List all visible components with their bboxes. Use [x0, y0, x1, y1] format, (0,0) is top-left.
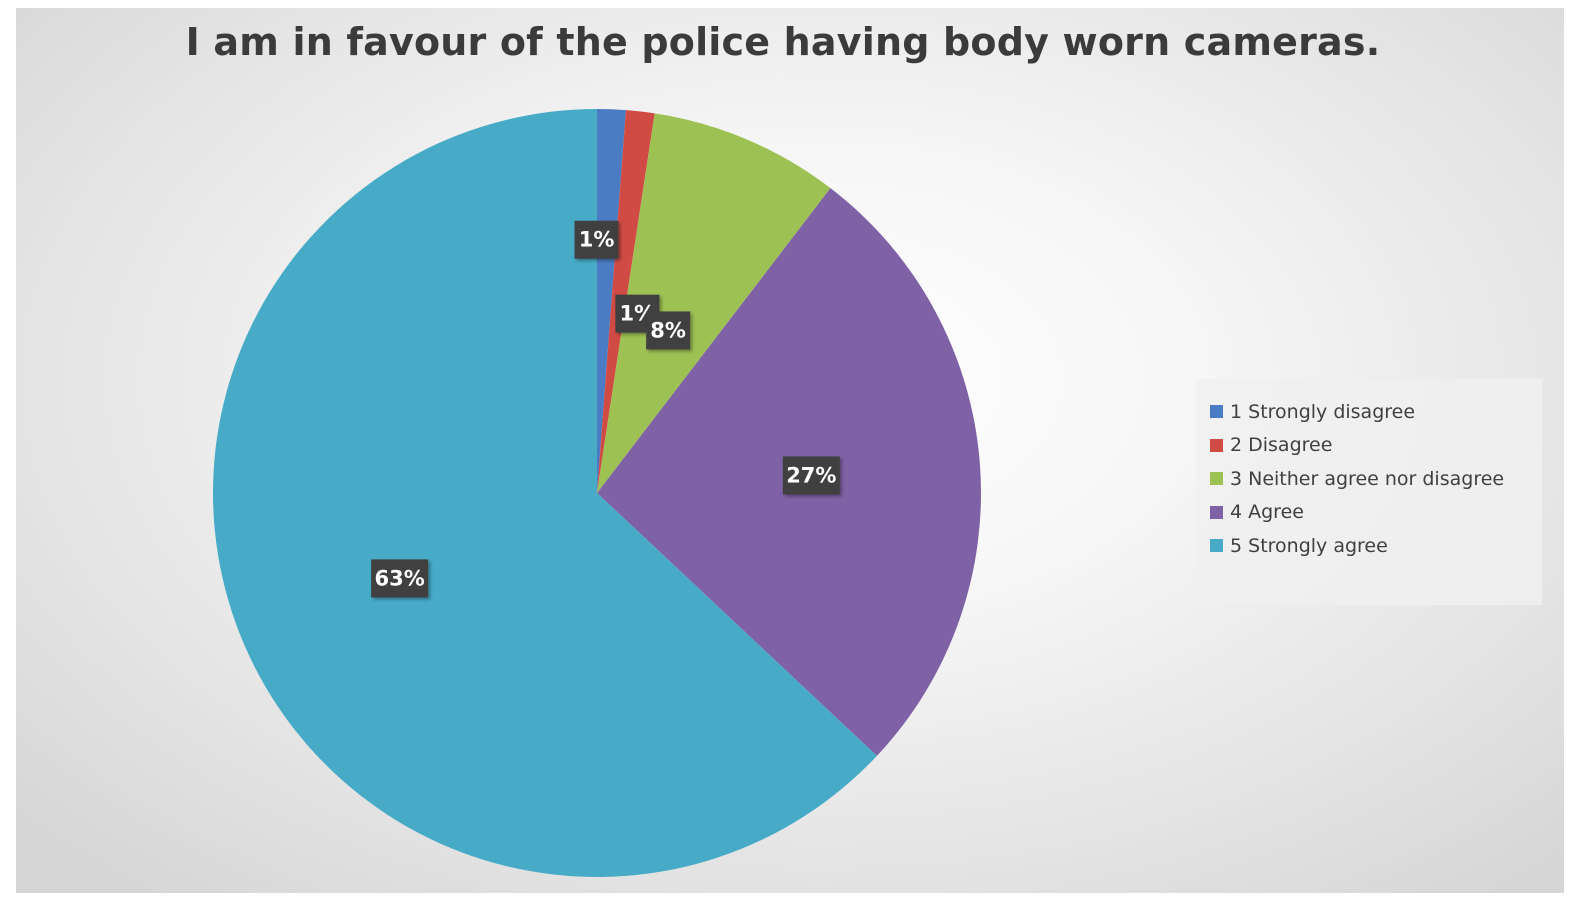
data-label-text: 8%: [650, 318, 686, 342]
data-label-text: 27%: [786, 463, 836, 487]
legend-label: 2 Disagree: [1230, 434, 1333, 457]
data-label-box: [782, 456, 840, 495]
legend: 1 Strongly disagree 2 Disagree 3 Neither a…: [1196, 379, 1542, 605]
legend-label: 1 Strongly disagree: [1230, 400, 1416, 423]
legend-label: 4 Agree: [1230, 501, 1304, 524]
legend-swatch: [1210, 472, 1223, 486]
data-label-5: 63%: [371, 559, 429, 598]
data-label-4: 27%: [782, 456, 840, 495]
legend-swatch: [1210, 438, 1223, 452]
data-label-box: [574, 220, 619, 259]
data-label-1: 1%: [574, 220, 619, 259]
data-label-box: [646, 311, 691, 350]
data-label-text: 1%: [579, 228, 615, 252]
pie-slice-5: [212, 109, 877, 877]
legend-item-1: 1 Strongly disagree: [1196, 389, 1542, 435]
data-label-3: 8%: [646, 311, 691, 350]
pie-data-labels: 1%1%8%27%63%: [371, 220, 840, 598]
pie-slice-3: [597, 113, 831, 493]
data-label-box: [371, 559, 429, 598]
legend-item-2: 2 Disagree: [1196, 423, 1542, 469]
legend-item-3: 3 Neither agree nor disagree: [1196, 456, 1542, 502]
legend-swatch: [1210, 505, 1223, 519]
legend-label: 5 Strongly agree: [1230, 534, 1388, 557]
chart-title: I am in favour of the police having body…: [185, 20, 1381, 64]
legend-item-5: 5 Strongly agree: [1196, 523, 1542, 569]
pie-slice-1: [597, 109, 626, 493]
data-label-text: 63%: [375, 566, 425, 590]
legend-item-4: 4 Agree: [1196, 490, 1542, 536]
legend-label: 3 Neither agree nor disagree: [1230, 467, 1505, 490]
legend-swatch: [1210, 539, 1223, 553]
legend-swatch: [1210, 405, 1223, 419]
